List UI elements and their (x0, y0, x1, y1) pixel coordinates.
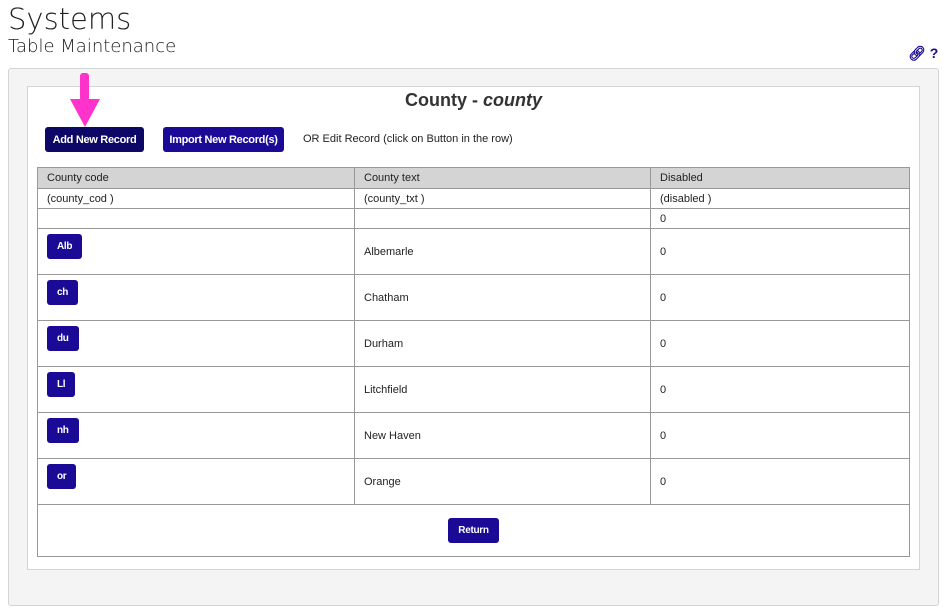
field-name: (disabled ) (650, 188, 910, 209)
county-text: Albemarle (354, 228, 651, 275)
blank-cell (37, 208, 355, 229)
edit-record-button[interactable]: ch (47, 280, 79, 305)
import-records-button[interactable]: Import New Record(s) (163, 127, 284, 152)
column-header: County code (37, 167, 355, 189)
disabled-value: 0 (650, 458, 910, 505)
county-text: New Haven (354, 412, 651, 459)
return-button[interactable]: Return (448, 518, 499, 543)
edit-record-button[interactable]: du (47, 326, 79, 351)
table-row: du Durham 0 (37, 320, 910, 367)
county-text: Chatham (354, 274, 651, 321)
edit-record-button[interactable]: nh (47, 418, 79, 443)
table-row: nh New Haven 0 (37, 412, 910, 459)
title-text: County - (404, 90, 483, 110)
edit-record-button[interactable]: or (47, 464, 77, 489)
disabled-value: 0 (650, 412, 910, 459)
table-row: or Orange 0 (37, 458, 910, 505)
annotation-arrow-icon (70, 73, 100, 127)
disabled-value: 0 (650, 228, 910, 275)
blank-cell: 0 (650, 208, 910, 229)
county-text: Orange (354, 458, 651, 505)
edit-record-button[interactable]: Ll (47, 372, 76, 397)
disabled-value: 0 (650, 274, 910, 321)
edit-record-button[interactable]: Alb (47, 234, 83, 259)
table-title: County - county (27, 90, 920, 111)
field-name: (county_cod ) (37, 188, 355, 209)
field-name: (county_txt ) (354, 188, 651, 209)
county-text: Litchfield (354, 366, 651, 413)
records-table: County code County text Disabled (county… (37, 167, 910, 557)
disabled-value: 0 (650, 366, 910, 413)
page-subtitle: Table Maintenance (8, 36, 177, 57)
column-header: County text (354, 167, 651, 189)
column-header: Disabled (650, 167, 910, 189)
table-row: ch Chatham 0 (37, 274, 910, 321)
blank-cell (354, 208, 651, 229)
title-table-name: county (482, 90, 542, 110)
disabled-value: 0 (650, 320, 910, 367)
help-icon[interactable]: ? (929, 45, 939, 61)
county-text: Durham (354, 320, 651, 367)
page-title: Systems (8, 2, 132, 36)
edit-hint: OR Edit Record (click on Button in the r… (303, 133, 513, 145)
link-icon[interactable]: 🔗︎ (908, 45, 926, 61)
table-row: Alb Albemarle 0 (37, 228, 910, 275)
table-row: Ll Litchfield 0 (37, 366, 910, 413)
add-new-record-button[interactable]: Add New Record (45, 127, 144, 152)
